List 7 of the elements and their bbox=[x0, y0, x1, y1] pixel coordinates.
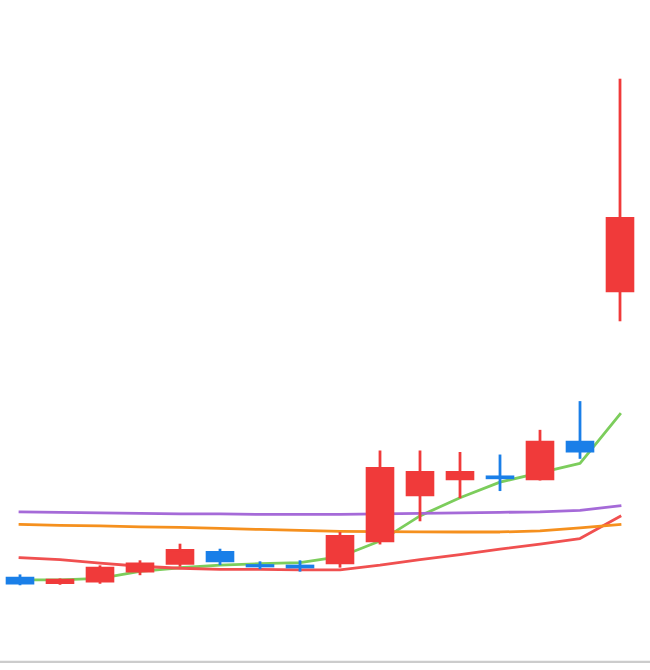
candlestick bbox=[485, 454, 515, 492]
candlestick bbox=[325, 532, 355, 568]
candlestick bbox=[565, 401, 595, 459]
candlestick bbox=[405, 450, 435, 522]
candlestick bbox=[165, 543, 195, 567]
candlestick bbox=[445, 452, 475, 499]
candlestick bbox=[525, 429, 555, 481]
